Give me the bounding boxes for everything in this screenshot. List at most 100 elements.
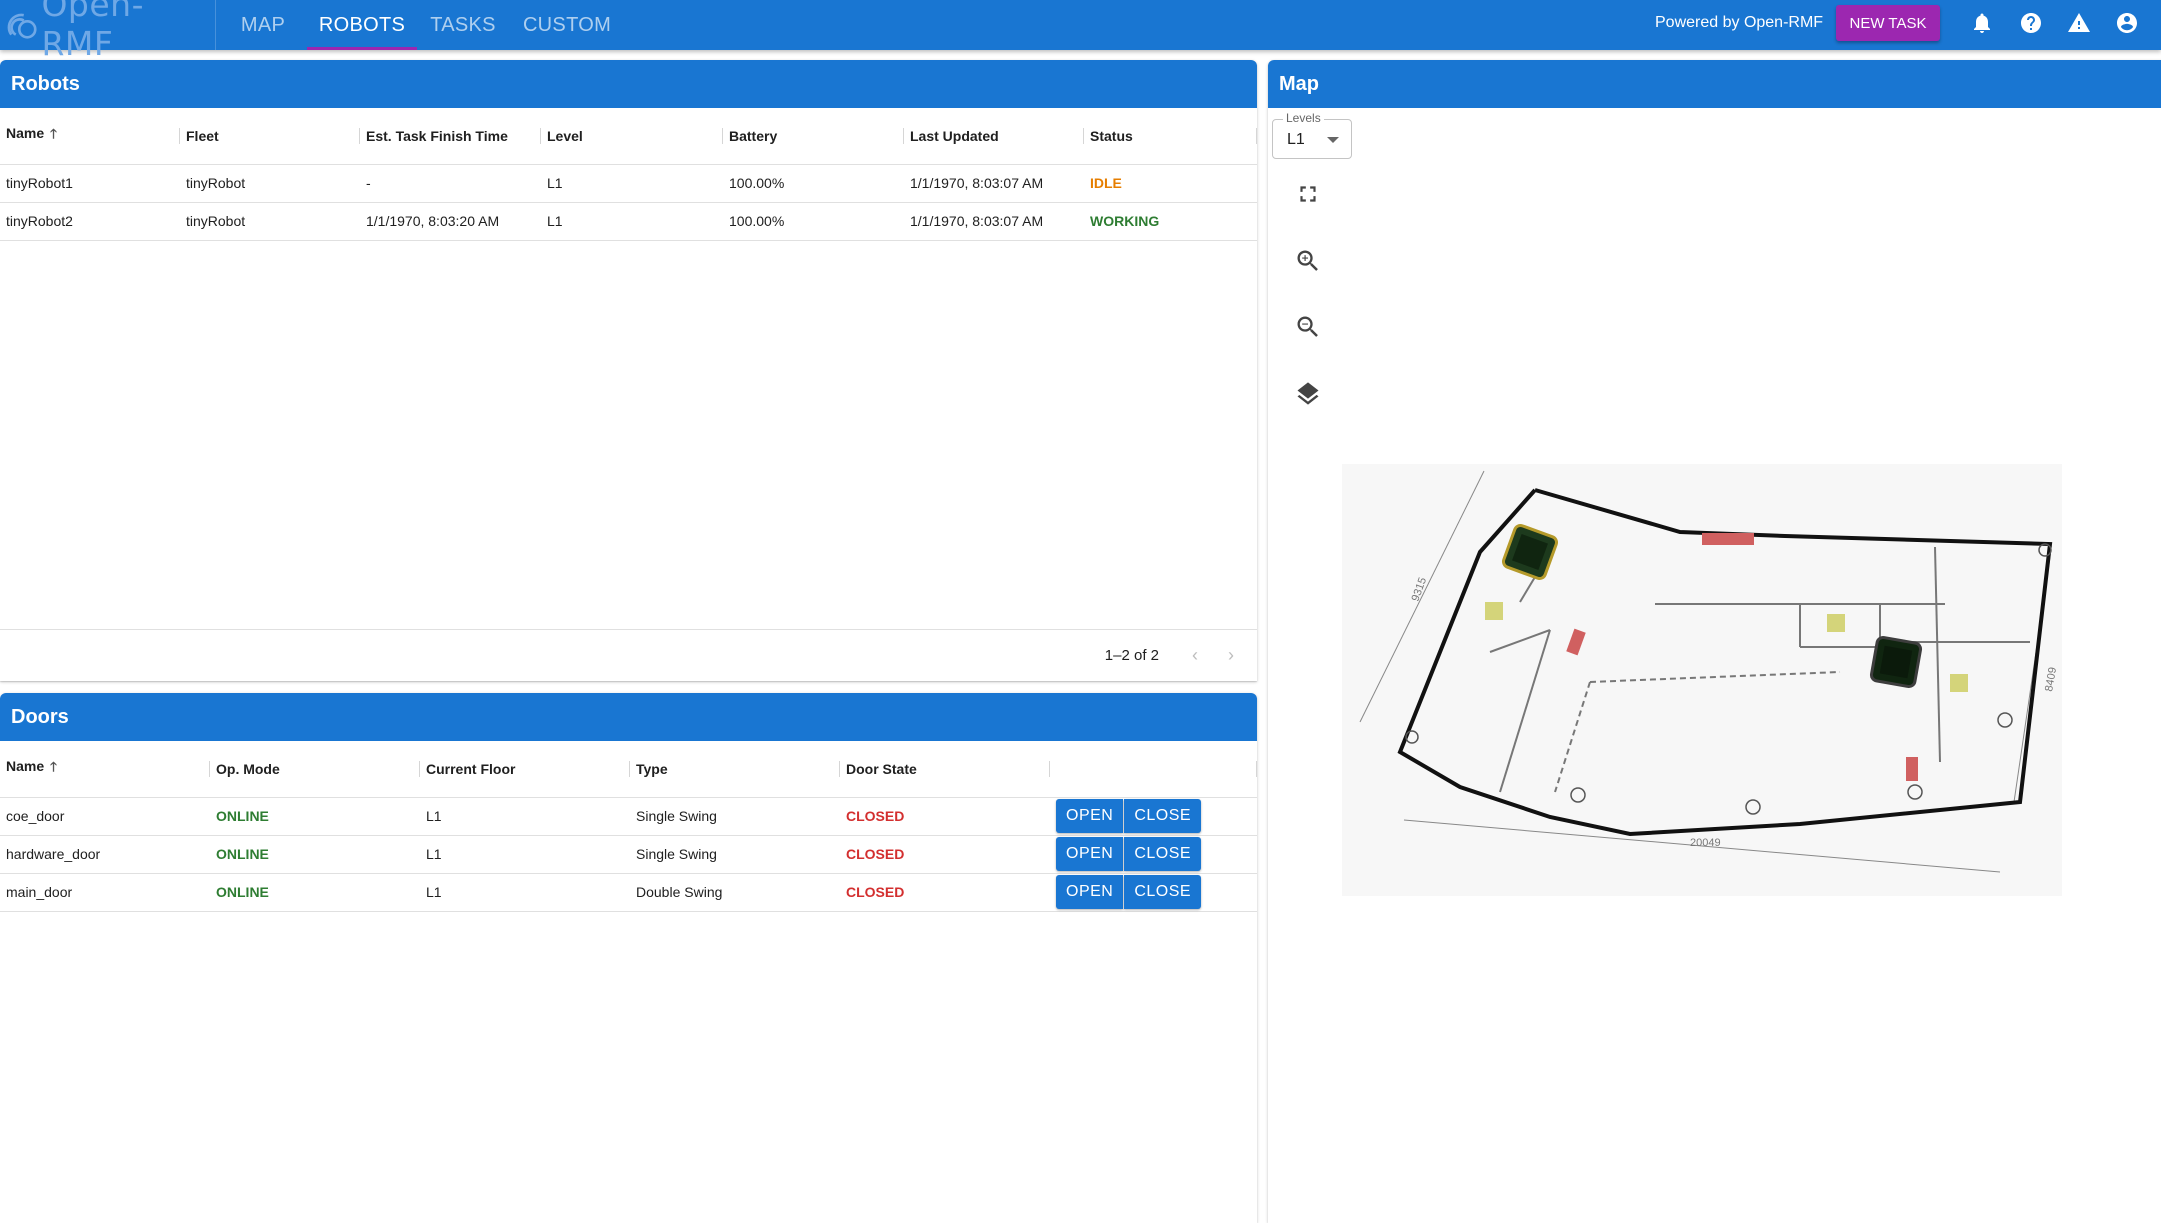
- sort-asc-icon[interactable]: 🡑: [50, 758, 57, 774]
- doors-panel-title: Doors: [0, 693, 1257, 741]
- col-door-name-label: Name: [6, 757, 45, 774]
- table-row[interactable]: tinyRobot2 tinyRobot 1/1/1970, 8:03:20 A…: [0, 202, 1257, 241]
- door-name: main_door: [0, 873, 210, 912]
- robot-last-updated: 1/1/1970, 8:03:07 AM: [904, 202, 1084, 241]
- prev-page-icon[interactable]: ‹: [1192, 645, 1198, 665]
- robots-table: Name 🡑 Fleet Est. Task Finish Time Level …: [0, 108, 1257, 241]
- tab-tasks-label: TASKS: [430, 13, 496, 36]
- open-door-button[interactable]: OPEN: [1056, 799, 1124, 833]
- table-row[interactable]: tinyRobot1 tinyRobot - L1 100.00% 1/1/19…: [0, 164, 1257, 203]
- open-door-button[interactable]: OPEN: [1056, 875, 1124, 909]
- waypoint-circles: [1405, 543, 2052, 815]
- zoom-in-icon[interactable]: [1288, 241, 1328, 281]
- door-name: coe_door: [0, 797, 210, 836]
- door-op-mode: ONLINE: [210, 835, 420, 874]
- next-page-icon[interactable]: ›: [1228, 645, 1234, 665]
- col-level-label: Level: [547, 127, 583, 144]
- col-battery-label: Battery: [729, 127, 778, 144]
- tab-robots[interactable]: ROBOTS: [307, 0, 417, 50]
- open-door-button[interactable]: OPEN: [1056, 837, 1124, 871]
- door-type: Double Swing: [630, 873, 840, 912]
- door-state: CLOSED: [840, 873, 1050, 912]
- tab-custom-label: CUSTOM: [522, 13, 612, 36]
- robot-finish-time: -: [360, 164, 541, 203]
- levels-value: L1: [1287, 131, 1305, 148]
- sort-asc-icon[interactable]: 🡑: [50, 125, 57, 141]
- col-level[interactable]: Level: [541, 108, 723, 165]
- map-panel: Map Levels L1: [1268, 60, 2161, 1223]
- col-battery[interactable]: Battery: [723, 108, 904, 165]
- robot-level: L1: [541, 164, 723, 203]
- robots-pagination: 1–2 of 2 ‹ ›: [0, 629, 1257, 681]
- robot-battery: 100.00%: [723, 202, 904, 241]
- levels-select[interactable]: Levels L1: [1272, 111, 1352, 159]
- door-op-mode: ONLINE: [210, 873, 420, 912]
- tab-map[interactable]: MAP: [228, 0, 298, 50]
- col-status-label: Status: [1090, 127, 1133, 144]
- robot-level: L1: [541, 202, 723, 241]
- tab-robots-label: ROBOTS: [318, 13, 406, 36]
- open-rmf-logo[interactable]: Open-RMF: [6, 0, 196, 63]
- logo-divider: [215, 0, 216, 50]
- doors-table: Name 🡑 Op. Mode Current Floor Type Door S…: [0, 741, 1257, 912]
- col-door-name[interactable]: Name 🡑: [0, 741, 210, 798]
- col-name-label: Name: [6, 124, 45, 141]
- col-last-updated[interactable]: Last Updated: [904, 108, 1084, 165]
- robots-panel: Robots Name 🡑 Fleet Est. Task Finish Time…: [0, 60, 1257, 681]
- door-actions: OPEN CLOSE: [1050, 835, 1257, 874]
- account-icon[interactable]: [2113, 9, 2141, 37]
- col-fleet-label: Fleet: [186, 127, 219, 144]
- chevron-down-icon: [1327, 137, 1339, 143]
- col-type-label: Type: [636, 760, 668, 777]
- table-row[interactable]: hardware_door ONLINE L1 Single Swing CLO…: [0, 835, 1257, 874]
- help-icon[interactable]: [2017, 9, 2045, 37]
- robot-tinyrobot2-icon[interactable]: [1869, 635, 1923, 689]
- col-fleet[interactable]: Fleet: [180, 108, 360, 165]
- tab-tasks[interactable]: TASKS: [422, 0, 504, 50]
- robot-tinyrobot1-icon[interactable]: [1501, 523, 1559, 581]
- layers-icon[interactable]: [1288, 374, 1328, 414]
- robot-fleet: tinyRobot: [180, 164, 360, 203]
- robot-status: WORKING: [1084, 202, 1257, 241]
- table-row[interactable]: main_door ONLINE L1 Double Swing CLOSED …: [0, 873, 1257, 912]
- robot-fleet: tinyRobot: [180, 202, 360, 241]
- door-floor: L1: [420, 797, 630, 836]
- zoom-out-icon[interactable]: [1288, 307, 1328, 347]
- fullscreen-icon[interactable]: [1288, 174, 1328, 214]
- tab-map-label: MAP: [240, 13, 286, 36]
- floor-plan-map[interactable]: 9315 8409 20049: [1340, 462, 2070, 912]
- map-panel-title: Map: [1268, 60, 2161, 108]
- robot-finish-time: 1/1/1970, 8:03:20 AM: [360, 202, 541, 241]
- doors-table-header: Name 🡑 Op. Mode Current Floor Type Door S…: [0, 741, 1257, 798]
- robot-battery: 100.00%: [723, 164, 904, 203]
- col-status[interactable]: Status: [1084, 108, 1257, 165]
- warning-icon[interactable]: [2065, 9, 2093, 37]
- new-task-button[interactable]: NEW TASK: [1836, 5, 1940, 41]
- dimension-label: 8409: [2043, 666, 2059, 692]
- close-door-button[interactable]: CLOSE: [1124, 837, 1202, 871]
- robot-name: tinyRobot2: [0, 202, 180, 241]
- close-door-button[interactable]: CLOSE: [1124, 799, 1202, 833]
- dimension-label: 20049: [1690, 837, 1721, 849]
- robot-status: IDLE: [1084, 164, 1257, 203]
- logo-mark-icon: [7, 13, 37, 39]
- col-type[interactable]: Type: [630, 741, 840, 798]
- robot-markers: [1501, 523, 1923, 689]
- door-state: CLOSED: [840, 835, 1050, 874]
- door-floor: L1: [420, 835, 630, 874]
- col-name[interactable]: Name 🡑: [0, 108, 180, 165]
- col-finish-time[interactable]: Est. Task Finish Time: [360, 108, 541, 165]
- powered-by-text: Powered by Open-RMF: [1655, 14, 1824, 31]
- close-door-button[interactable]: CLOSE: [1124, 875, 1202, 909]
- table-row[interactable]: coe_door ONLINE L1 Single Swing CLOSED O…: [0, 797, 1257, 836]
- charger-markers: [1485, 602, 1968, 692]
- pagination-range: 1–2 of 2: [1104, 647, 1159, 664]
- tab-custom[interactable]: CUSTOM: [515, 0, 619, 50]
- col-finish-label: Est. Task Finish Time: [366, 127, 508, 144]
- col-op-mode[interactable]: Op. Mode: [210, 741, 420, 798]
- bell-icon[interactable]: [1968, 9, 1996, 37]
- col-door-state[interactable]: Door State: [840, 741, 1050, 798]
- door-actions: OPEN CLOSE: [1050, 797, 1257, 836]
- door-name: hardware_door: [0, 835, 210, 874]
- col-current-floor[interactable]: Current Floor: [420, 741, 630, 798]
